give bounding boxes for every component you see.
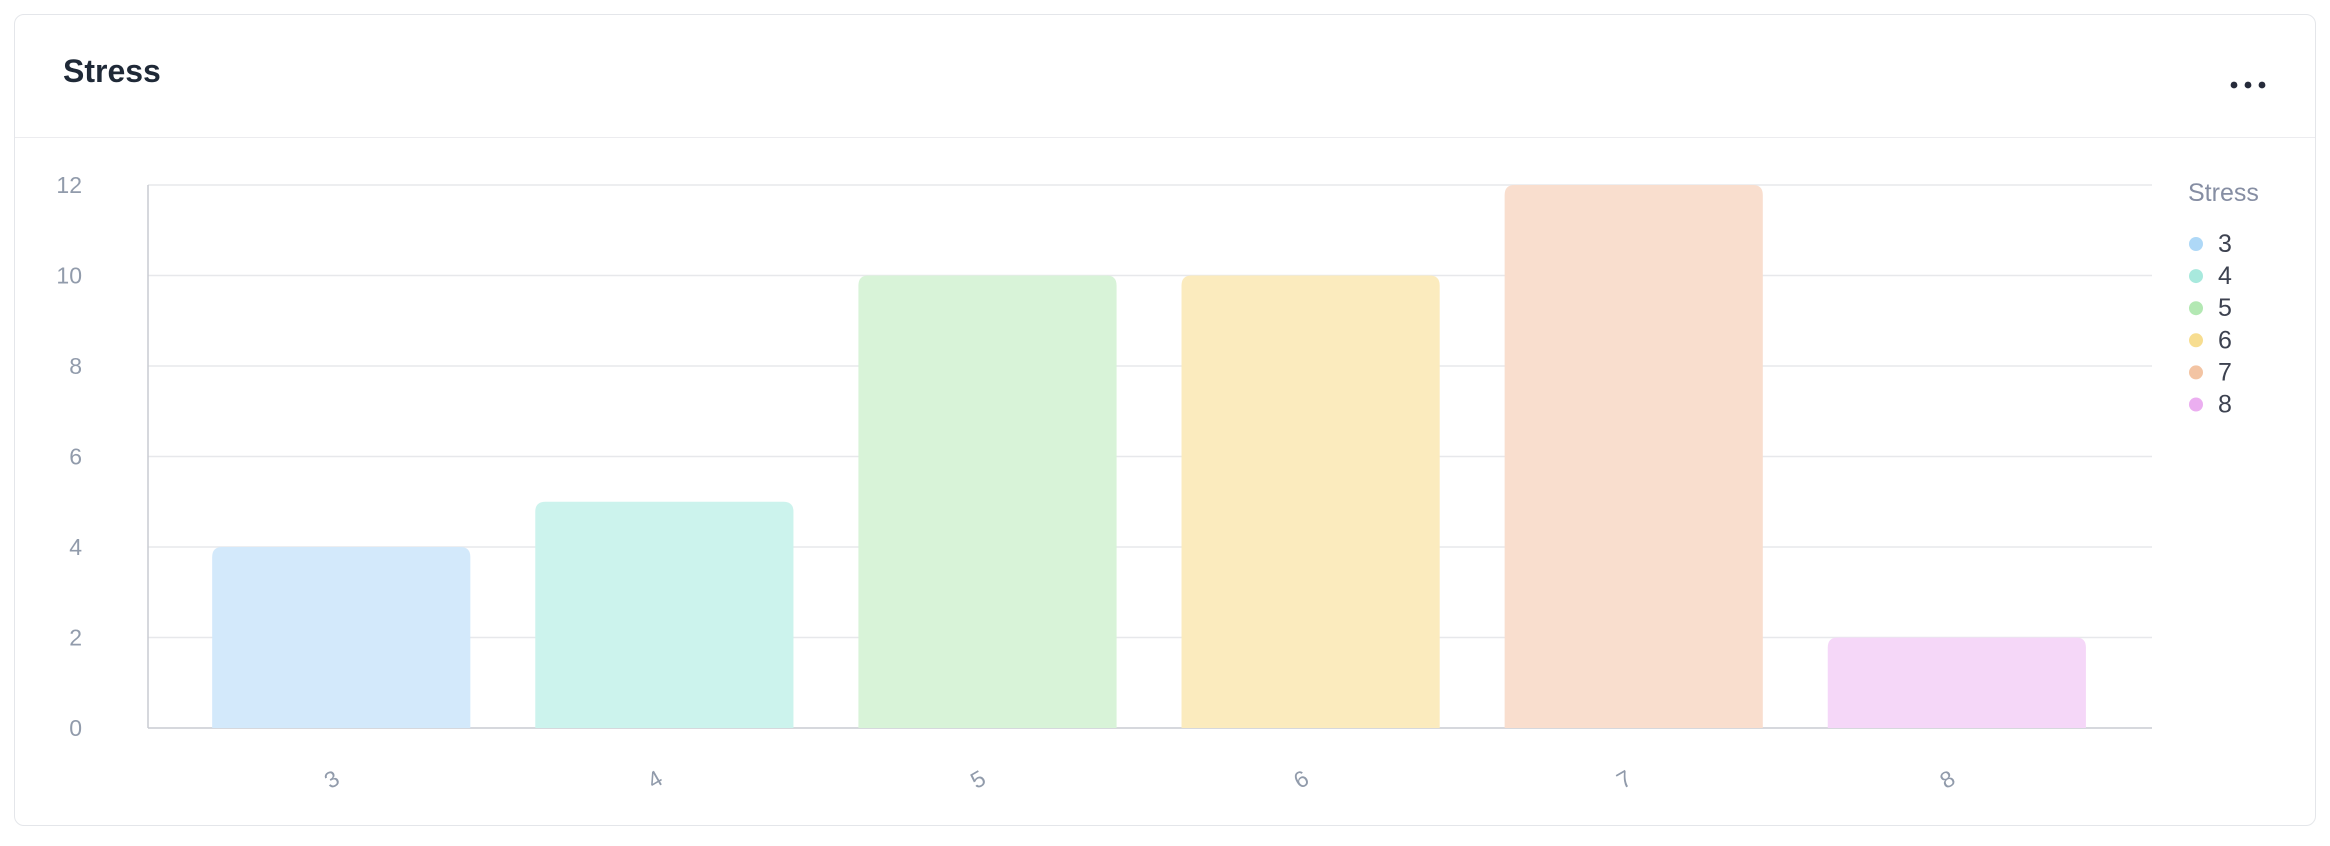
svg-text:8: 8 xyxy=(69,353,82,379)
svg-text:6: 6 xyxy=(2218,326,2232,354)
svg-text:2: 2 xyxy=(69,625,82,651)
svg-text:4: 4 xyxy=(2218,262,2232,290)
svg-text:8: 8 xyxy=(1935,765,1959,794)
svg-text:6: 6 xyxy=(1289,765,1313,794)
svg-text:4: 4 xyxy=(69,534,82,560)
svg-text:4: 4 xyxy=(643,765,667,794)
svg-text:0: 0 xyxy=(69,715,82,741)
svg-text:3: 3 xyxy=(2218,230,2232,258)
svg-text:12: 12 xyxy=(56,172,82,198)
svg-text:6: 6 xyxy=(69,444,82,470)
svg-text:5: 5 xyxy=(2218,294,2232,322)
svg-text:Stress: Stress xyxy=(2188,179,2259,207)
svg-text:10: 10 xyxy=(56,263,82,289)
svg-text:8: 8 xyxy=(2218,391,2232,419)
svg-text:5: 5 xyxy=(966,765,990,794)
svg-text:7: 7 xyxy=(1612,765,1636,794)
svg-text:3: 3 xyxy=(320,765,344,794)
svg-text:7: 7 xyxy=(2218,358,2232,386)
